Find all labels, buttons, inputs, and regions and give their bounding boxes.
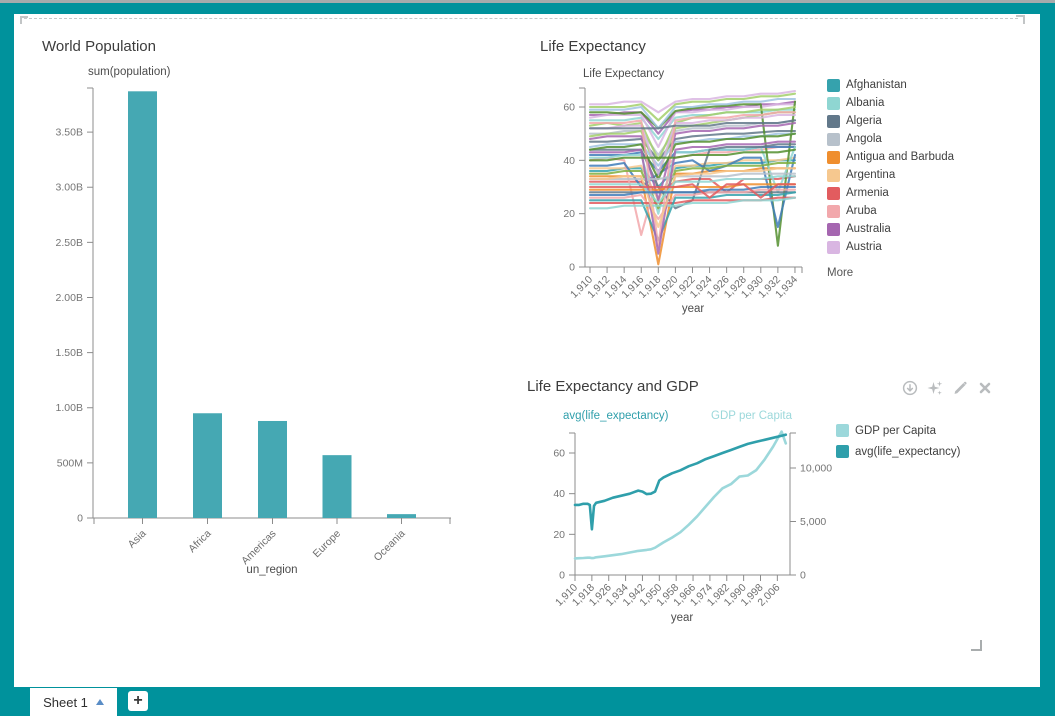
svg-text:2.00B: 2.00B [56, 292, 83, 304]
legend-item: Australia [827, 220, 954, 238]
svg-text:Africa: Africa [186, 528, 214, 556]
svg-text:500M: 500M [57, 457, 83, 469]
life-expectancy-title: Life Expectancy [540, 38, 646, 55]
svg-text:3.00B: 3.00B [56, 182, 83, 194]
sparkles-icon[interactable] [927, 380, 943, 396]
svg-text:60: 60 [563, 101, 575, 113]
legend-item: Austria [827, 238, 954, 256]
legend-swatch [827, 150, 840, 164]
legend-item: Albania [827, 94, 954, 112]
legend-label: Australia [846, 223, 891, 235]
dashboard-canvas: World Population sum(population) 0 500M 1.0… [14, 14, 1040, 687]
svg-text:year: year [671, 612, 694, 624]
svg-text:20: 20 [553, 529, 565, 541]
svg-text:Oceania: Oceania [371, 528, 407, 564]
legend-label: Armenia [846, 187, 889, 199]
window-top-edge [0, 0, 1055, 3]
legend-swatch [827, 96, 840, 110]
legend-swatch [836, 445, 849, 458]
life-expectancy-gdp-chart[interactable]: avg(life_expectancy) GDP per Capita 0 20 40 6… [525, 405, 865, 650]
svg-text:un_region: un_region [246, 564, 297, 576]
close-icon[interactable] [977, 380, 993, 396]
legend-label: avg(life_expectancy) [855, 445, 961, 458]
legend-swatch [827, 240, 840, 254]
legend-label: Angola [846, 133, 882, 145]
svg-text:Europe: Europe [311, 528, 344, 561]
legend-label: Albania [846, 97, 885, 109]
svg-text:60: 60 [553, 448, 565, 460]
chart-toolbar [902, 380, 993, 396]
life-expectancy-legend: Afghanistan Albania Algeria Angola Antigua a… [827, 76, 954, 279]
legend-swatch [827, 186, 840, 200]
legend-item: Armenia [827, 184, 954, 202]
svg-text:year: year [682, 303, 705, 315]
svg-text:0: 0 [800, 570, 806, 582]
canvas-corner-handle-right[interactable] [1016, 15, 1025, 24]
svg-text:0: 0 [77, 513, 83, 525]
svg-text:5,000: 5,000 [800, 516, 826, 528]
legend-swatch [827, 222, 840, 236]
sheet-tab[interactable]: Sheet 1 [30, 688, 117, 716]
legend-item: Algeria [827, 112, 954, 130]
life-expectancy-gdp-title: Life Expectancy and GDP [527, 378, 699, 395]
legend-swatch [827, 204, 840, 218]
life-expectancy-gdp-legend: GDP per Capita avg(life_expectancy) [836, 420, 960, 462]
legend-label: Afghanistan [846, 79, 907, 91]
legend-swatch [827, 114, 840, 128]
svg-text:avg(life_expectancy): avg(life_expectancy) [563, 410, 669, 422]
legend-item: GDP per Capita [836, 420, 960, 441]
world-population-title: World Population [42, 38, 156, 55]
legend-swatch [827, 132, 840, 146]
svg-text:sum(population): sum(population) [88, 66, 171, 78]
canvas-top-dashed-border [24, 18, 1018, 19]
life-expectancy-chart[interactable]: Life Expectancy02040601,9101,9121,9141,9… [525, 60, 845, 340]
legend-label: GDP per Capita [855, 424, 936, 437]
canvas-corner-handle-left[interactable] [20, 16, 28, 24]
svg-text:0: 0 [559, 570, 565, 582]
add-sheet-button[interactable]: + [128, 691, 148, 711]
svg-text:40: 40 [563, 155, 575, 167]
legend-label: Algeria [846, 115, 882, 127]
svg-text:3.50B: 3.50B [56, 127, 83, 139]
legend-item: Aruba [827, 202, 954, 220]
svg-text:20: 20 [563, 208, 575, 220]
legend-label: Argentina [846, 169, 896, 181]
edit-icon[interactable] [952, 380, 968, 396]
legend-more-button[interactable]: More [827, 267, 854, 279]
world-population-chart[interactable]: sum(population) 0 500M 1.00B 1.50B 2.00B 2.50B… [40, 52, 510, 604]
legend-swatch [836, 424, 849, 437]
canvas-resize-handle[interactable] [971, 640, 982, 651]
svg-text:1.00B: 1.00B [56, 402, 83, 414]
svg-text:40: 40 [553, 488, 565, 500]
svg-text:GDP per Capita: GDP per Capita [711, 410, 793, 422]
svg-text:Asia: Asia [126, 528, 149, 551]
legend-label: Austria [846, 241, 882, 253]
legend-item: Angola [827, 130, 954, 148]
download-icon[interactable] [902, 380, 918, 396]
legend-item: Afghanistan [827, 76, 954, 94]
legend-label: Aruba [846, 205, 877, 217]
legend-item: avg(life_expectancy) [836, 441, 960, 462]
svg-text:Americas: Americas [239, 528, 278, 567]
svg-text:10,000: 10,000 [800, 463, 832, 475]
legend-item: Argentina [827, 166, 954, 184]
svg-text:Life Expectancy: Life Expectancy [583, 68, 664, 80]
svg-text:1.50B: 1.50B [56, 347, 83, 359]
svg-text:2.50B: 2.50B [56, 237, 83, 249]
legend-swatch [827, 168, 840, 182]
legend-swatch [827, 78, 840, 92]
svg-text:0: 0 [569, 262, 575, 274]
chevron-up-icon[interactable] [95, 699, 104, 705]
legend-label: Antigua and Barbuda [846, 151, 955, 163]
legend-item: Antigua and Barbuda [827, 148, 954, 166]
sheet-tab-label: Sheet 1 [43, 694, 88, 710]
